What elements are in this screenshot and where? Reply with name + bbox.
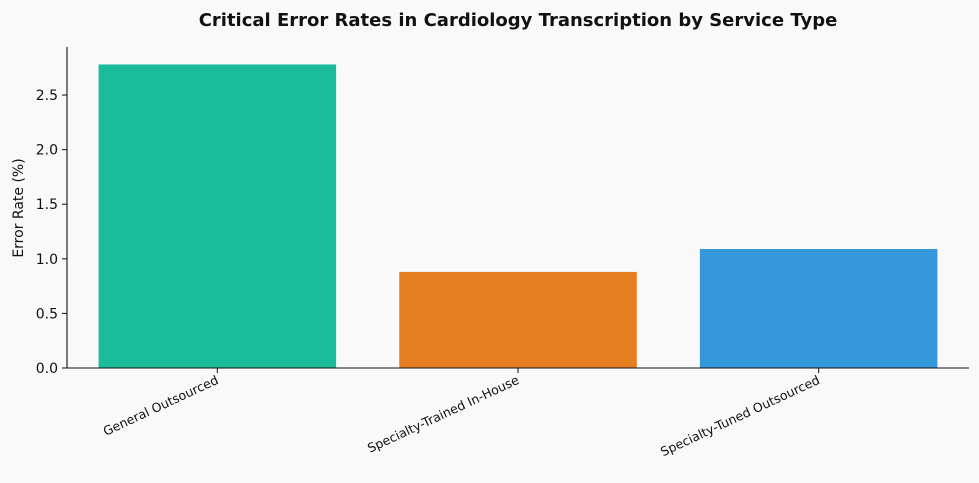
y-tick-label: 1.5 — [36, 197, 58, 213]
x-category-label: General Outsourced — [101, 372, 221, 439]
x-category-label: Specialty-Trained In-House — [365, 372, 521, 456]
y-axis-label: Error Rate (%) — [11, 158, 27, 257]
y-tick-label: 2.0 — [36, 143, 58, 159]
plot-area: 0.0 0.5 1.0 1.5 2.0 2.5 General Outsourced Spec… — [36, 47, 969, 459]
chart-title: Critical Error Rates in Cardiology Trans… — [199, 10, 838, 31]
y-tick-label: 0.5 — [36, 306, 58, 322]
y-tick-label: 1.0 — [36, 252, 58, 268]
bar-1 — [98, 64, 337, 368]
bar-2 — [399, 271, 637, 368]
x-category-label: Specialty-Tuned Outsourced — [658, 372, 822, 459]
y-tick-label: 0.0 — [36, 361, 58, 377]
y-tick-label: 2.5 — [36, 88, 58, 104]
bar-3 — [699, 248, 938, 368]
